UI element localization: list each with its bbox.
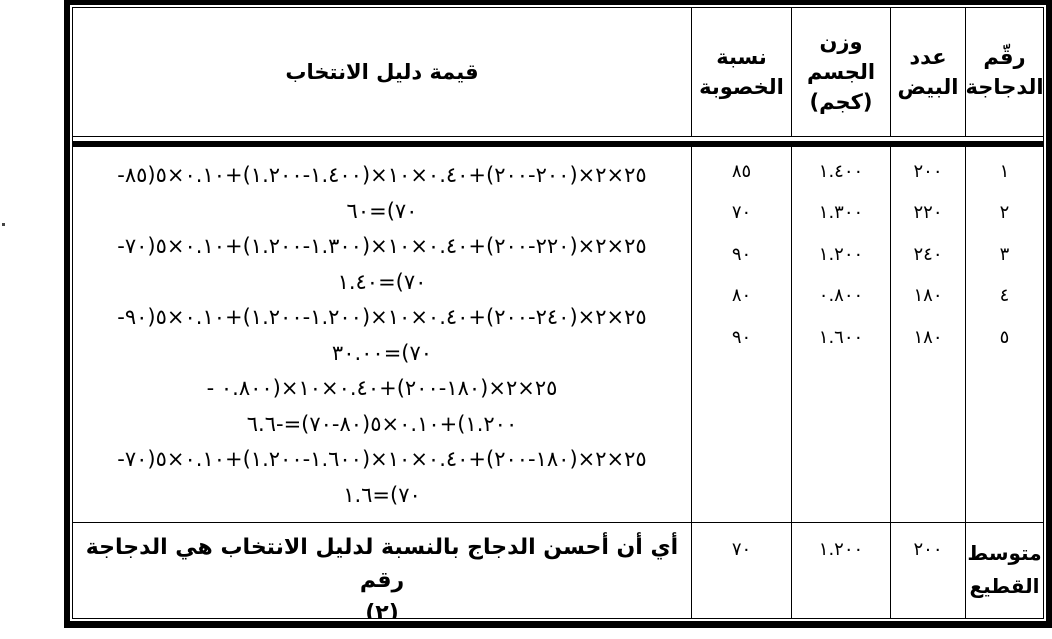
formula-result-line: ٦.٦-=(٧٠-٨٠)٥×٠.١٠+(١.٢٠٠ xyxy=(246,411,518,436)
header-hen-number: رقّم الدجاجة xyxy=(965,8,1043,137)
header-egg-count-line: عدد xyxy=(909,45,947,69)
header-body-weight-line: الجسم xyxy=(806,60,876,84)
header-fertility: نسبة الخصوبة xyxy=(691,8,791,137)
table-grid: قيمة دليل الانتخاب نسبة الخصوبة وزن الجس… xyxy=(73,8,1043,618)
egg-count-value: ١٨٠ xyxy=(913,285,943,307)
formula-result-line: ٦٠=(٧٠ xyxy=(346,198,418,223)
body-weight-value: ١.٤٠٠ xyxy=(818,161,864,182)
scan-artifact-dot xyxy=(2,223,5,226)
egg-count-value: ٢٤٠ xyxy=(913,243,943,265)
egg-count-value: ٢٠٠ xyxy=(913,161,943,182)
conclusion-note-line: أي أن أحسن الدجاج بالنسبة لدليل الانتخاب… xyxy=(85,535,679,593)
selection-index-formulas: -٨٥)٥×٠.١٠+(١.٢٠٠-١.٤٠٠)×١٠×٠.٤٠+(٢٠٠-٢٠… xyxy=(73,147,691,523)
header-body-weight: وزن الجسم (كجم) xyxy=(791,8,890,137)
header-fertility-line: نسبة xyxy=(716,45,767,69)
formula-hen-3: -٩٠)٥×٠.١٠+(١.٢٠٠-١.٢٠٠)×١٠×٠.٤٠+(٢٠٠-٢٤… xyxy=(73,300,691,371)
selection-index-table: قيمة دليل الانتخاب نسبة الخصوبة وزن الجس… xyxy=(64,0,1052,628)
hen-number-value: ٣ xyxy=(999,243,1010,265)
hen-number-column: ١ ٢ ٣ ٤ ٥ xyxy=(965,147,1043,523)
header-body-weight-line: وزن xyxy=(819,30,863,54)
hen-number-value: ١ xyxy=(999,161,1010,182)
egg-count-value: ٢٢٠ xyxy=(913,202,943,224)
header-body-weight-line: (كجم) xyxy=(809,90,873,114)
flock-average-fertility: ٧٠ xyxy=(691,523,791,618)
header-selection-index: قيمة دليل الانتخاب xyxy=(73,8,691,137)
formula-hen-4: - ٠.٨٠٠)×١٠×٠.٤٠+(٢٠٠-١٨٠)×٢×٢٥ ٦.٦-=(٧٠… xyxy=(73,371,691,442)
flock-average-weight-value: ١.٢٠٠ xyxy=(818,539,864,560)
table-inner-border: قيمة دليل الانتخاب نسبة الخصوبة وزن الجس… xyxy=(72,7,1044,619)
flock-average-eggs: ٢٠٠ xyxy=(890,523,965,618)
fertility-value: ٨٠ xyxy=(731,285,752,307)
flock-average-fertility-value: ٧٠ xyxy=(731,539,752,560)
conclusion-note-line: (٢) xyxy=(365,601,399,618)
fertility-column: ٨٥ ٧٠ ٩٠ ٨٠ ٩٠ xyxy=(691,147,791,523)
fertility-value: ٨٥ xyxy=(731,161,752,182)
body-weight-value: ١.٣٠٠ xyxy=(818,202,864,224)
flock-average-eggs-value: ٢٠٠ xyxy=(913,539,943,560)
flock-average-label: متوسط القطيع xyxy=(965,523,1043,618)
header-selection-index-label: قيمة دليل الانتخاب xyxy=(285,60,479,84)
fertility-value: ٩٠ xyxy=(731,243,752,265)
egg-count-column: ٢٠٠ ٢٢٠ ٢٤٠ ١٨٠ ١٨٠ xyxy=(890,147,965,523)
header-fertility-line: الخصوبة xyxy=(699,75,784,99)
formula-line: -٩٠)٥×٠.١٠+(١.٢٠٠-١.٢٠٠)×١٠×٠.٤٠+(٢٠٠-٢٤… xyxy=(117,305,647,329)
formula-result-line: ٣٠.٠٠=(٧٠ xyxy=(331,340,433,365)
body-weight-value: ١.٢٠٠ xyxy=(818,243,864,265)
formula-hen-2: -٧٠)٥×٠.١٠+(١.٢٠٠-١.٣٠٠)×١٠×٠.٤٠+(٢٠٠-٢٢… xyxy=(73,229,691,300)
formula-hen-1: -٨٥)٥×٠.١٠+(١.٢٠٠-١.٤٠٠)×١٠×٠.٤٠+(٢٠٠-٢٠… xyxy=(73,158,691,229)
header-egg-count-line: البيض xyxy=(897,75,959,99)
hen-number-value: ٢ xyxy=(999,202,1010,224)
formula-result-line: ١.٤٠=(٧٠ xyxy=(337,269,427,294)
formula-line: -٧٠)٥×٠.١٠+(١.٢٠٠-١.٦٠٠)×١٠×٠.٤٠+(٢٠٠-١٨… xyxy=(117,447,647,471)
formula-hen-5: -٧٠)٥×٠.١٠+(١.٢٠٠-١.٦٠٠)×١٠×٠.٤٠+(٢٠٠-١٨… xyxy=(73,442,691,513)
header-hen-number-line: الدجاجة xyxy=(965,75,1043,99)
flock-average-weight: ١.٢٠٠ xyxy=(791,523,890,618)
formula-result-line: ١.٦=(٧٠ xyxy=(343,482,421,507)
body-weight-value: ١.٦٠٠ xyxy=(818,326,864,348)
flock-average-label-line: متوسط xyxy=(967,541,1042,565)
formula-line: - ٠.٨٠٠)×١٠×٠.٤٠+(٢٠٠-١٨٠)×٢×٢٥ xyxy=(206,376,558,400)
formula-line: -٨٥)٥×٠.١٠+(١.٢٠٠-١.٤٠٠)×١٠×٠.٤٠+(٢٠٠-٢٠… xyxy=(117,163,647,187)
formula-line: -٧٠)٥×٠.١٠+(١.٢٠٠-١.٣٠٠)×١٠×٠.٤٠+(٢٠٠-٢٢… xyxy=(117,234,647,258)
conclusion-note: أي أن أحسن الدجاج بالنسبة لدليل الانتخاب… xyxy=(73,523,691,618)
fertility-value: ٧٠ xyxy=(731,202,752,224)
header-hen-number-line: رقّم xyxy=(983,45,1026,69)
body-weight-value: ٠.٨٠٠ xyxy=(818,285,864,307)
body-weight-column: ١.٤٠٠ ١.٣٠٠ ١.٢٠٠ ٠.٨٠٠ ١.٦٠٠ xyxy=(791,147,890,523)
header-egg-count: عدد البيض xyxy=(890,8,965,137)
header-divider-rule xyxy=(73,137,1043,147)
egg-count-value: ١٨٠ xyxy=(913,326,943,348)
fertility-value: ٩٠ xyxy=(731,326,752,348)
flock-average-label-line: القطيع xyxy=(969,574,1040,598)
hen-number-value: ٤ xyxy=(999,285,1010,307)
hen-number-value: ٥ xyxy=(999,326,1010,348)
